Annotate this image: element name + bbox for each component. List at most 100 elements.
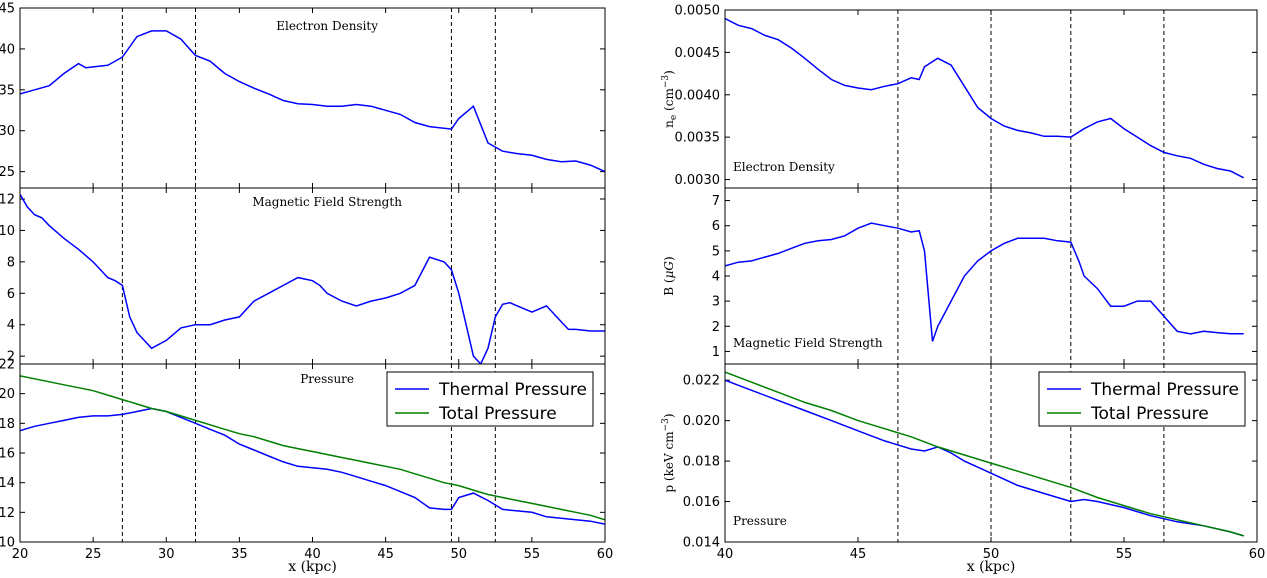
- y-tick-label: 0.010: [0, 536, 15, 551]
- y-axis-label-part: B (: [662, 278, 676, 295]
- panel-title: Electron Density: [276, 19, 378, 33]
- y-tick-label: 0.0035: [0, 83, 15, 98]
- legend-box: [1038, 371, 1246, 427]
- x-axis-label: x (kpc): [288, 559, 337, 575]
- legend: Thermal Pressure Total Pressure: [386, 371, 594, 427]
- y-tick-label: 0.016: [683, 495, 720, 510]
- y-tick-label: 0.012: [0, 506, 15, 521]
- y-tick-label: 12: [0, 193, 15, 208]
- y-tick-label: 0.0035: [675, 131, 721, 146]
- y-axis-label-part: −3: [661, 418, 671, 432]
- y-tick-label: 0.0045: [0, 2, 15, 17]
- x-tick-label: 30: [158, 547, 175, 562]
- y-axis-label-part: −3: [661, 75, 671, 89]
- y-tick-label: 0.014: [683, 536, 720, 551]
- y-tick-label: 0.016: [0, 447, 15, 462]
- y-axis-label: B (μG): [662, 256, 676, 295]
- series-line-thermal-pressure: [20, 407, 605, 525]
- panel-title: Pressure: [733, 514, 787, 528]
- legend-label: Thermal Pressure: [438, 380, 587, 400]
- x-tick-label: 60: [597, 547, 614, 562]
- series-line-thermal-pressure: [725, 379, 1244, 537]
- y-axis-label-part: ): [662, 256, 676, 261]
- y-tick-label: 0.0025: [0, 165, 15, 180]
- y-tick-label: 0.0045: [675, 46, 721, 61]
- y-tick-label: 6: [712, 219, 720, 234]
- panel-frame: [19, 187, 606, 365]
- x-tick-label: 55: [1116, 547, 1133, 562]
- y-axis-label-part: ): [662, 70, 676, 75]
- x-tick-label: 25: [85, 547, 102, 562]
- y-tick-label: 10: [0, 224, 15, 239]
- x-tick-label: 20: [12, 547, 29, 562]
- y-tick-label: 0.0040: [675, 88, 721, 103]
- legend-label: Total Pressure: [1090, 404, 1209, 424]
- y-tick-label: 5: [712, 244, 720, 259]
- series-line-data: [725, 222, 1244, 342]
- y-tick-label: 0.014: [0, 476, 15, 491]
- y-tick-label: 0.0030: [0, 124, 15, 139]
- y-axis-label: ne (cm−3): [661, 70, 679, 128]
- panel-left-3: 0.010 0.012 0.014 0.016 0.018 0.020 0.022 20 25 3…: [0, 358, 613, 563]
- panel-right-2: 1 2 3 4 5 6 7 Magnetic Field Strength B (μG): [662, 187, 1258, 365]
- y-tick-label: 7: [712, 194, 720, 209]
- x-axis-label: x (kpc): [967, 559, 1016, 575]
- panel-frame: [19, 363, 606, 543]
- series-line-total-pressure: [725, 371, 1244, 537]
- panel-right-3: 0.014 0.016 0.018 0.020 0.022 40 45 50 55 60 Press…: [661, 363, 1266, 562]
- y-tick-label: 3: [712, 295, 720, 310]
- y-axis-label: p (keV cm−3): [661, 413, 676, 492]
- y-axis-label-part: μG: [662, 261, 676, 279]
- y-tick-label: 0.020: [0, 387, 15, 402]
- y-tick-label: 0.0050: [675, 4, 721, 19]
- y-tick-label: 0.0040: [0, 42, 15, 57]
- y-tick-label: 0.0030: [675, 173, 721, 188]
- panel-title: Magnetic Field Strength: [733, 336, 883, 350]
- y-tick-label: 6: [7, 287, 15, 302]
- y-tick-label: 0.022: [0, 358, 15, 373]
- x-tick-label: 35: [231, 547, 248, 562]
- legend-label: Thermal Pressure: [1090, 380, 1239, 400]
- panel-title: Magnetic Field Strength: [252, 195, 402, 209]
- panel-title: Electron Density: [733, 160, 835, 174]
- y-tick-label: 0.018: [0, 417, 15, 432]
- panel-left-1: 0.0025 0.0030 0.0035 0.0040 0.0045 Electron D…: [0, 2, 606, 189]
- chart-right: 0.0030 0.0035 0.0040 0.0045 0.0050 Electron D…: [661, 4, 1265, 576]
- y-tick-label: 1: [712, 345, 720, 360]
- legend-label: Total Pressure: [438, 404, 557, 424]
- x-tick-label: 60: [1249, 547, 1266, 562]
- x-tick-label: 40: [717, 547, 734, 562]
- x-tick-label: 45: [850, 547, 867, 562]
- y-tick-label: 0.018: [683, 455, 720, 470]
- x-tick-label: 50: [983, 547, 1000, 562]
- x-tick-label: 45: [377, 547, 394, 562]
- y-axis-label-part: n: [662, 120, 676, 128]
- y-tick-label: 2: [7, 350, 15, 365]
- y-axis-label-part: (cm: [662, 88, 676, 111]
- y-tick-label: 4: [712, 270, 720, 285]
- y-tick-label: 8: [7, 255, 15, 270]
- legend: Thermal Pressure Total Pressure: [1038, 371, 1246, 427]
- series-line-total-pressure: [20, 375, 605, 521]
- panel-frame: [724, 363, 1258, 543]
- x-tick-label: 55: [524, 547, 541, 562]
- panel-frame: [19, 7, 606, 189]
- panel-title: Pressure: [300, 372, 354, 386]
- y-tick-label: 0.022: [683, 374, 720, 389]
- series-line-data: [20, 30, 605, 173]
- y-tick-label: 2: [712, 320, 720, 335]
- series-line-data: [20, 193, 605, 364]
- chart-left: 0.0025 0.0030 0.0035 0.0040 0.0045 Electron D…: [0, 2, 613, 576]
- series-line-data: [725, 17, 1245, 179]
- y-axis-label-part: e: [669, 115, 679, 120]
- y-axis-label-part: ): [662, 413, 676, 418]
- panel-right-1: 0.0030 0.0035 0.0040 0.0045 0.0050 Electron D…: [661, 4, 1258, 189]
- legend-box: [386, 371, 594, 427]
- x-tick-label: 40: [304, 547, 321, 562]
- y-axis-label-part: p (keV cm: [662, 431, 676, 493]
- y-tick-label: 0.020: [683, 414, 720, 429]
- y-tick-label: 4: [7, 318, 15, 333]
- x-tick-label: 50: [450, 547, 467, 562]
